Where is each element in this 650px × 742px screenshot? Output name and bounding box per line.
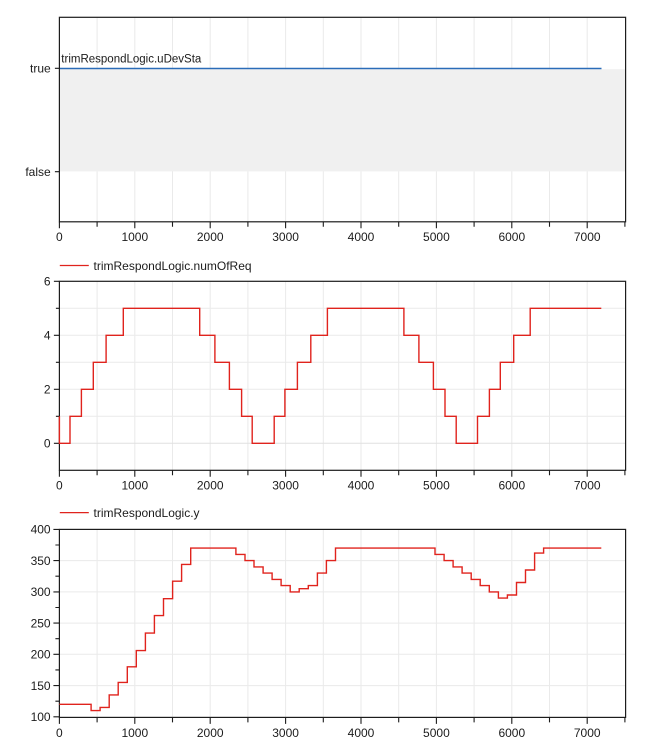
svg-text:6: 6 bbox=[44, 275, 51, 289]
svg-text:7000: 7000 bbox=[574, 726, 601, 740]
svg-text:250: 250 bbox=[31, 616, 51, 630]
svg-text:2000: 2000 bbox=[197, 230, 224, 244]
svg-text:400: 400 bbox=[31, 523, 51, 537]
svg-text:1000: 1000 bbox=[121, 726, 148, 740]
svg-text:100: 100 bbox=[31, 710, 51, 724]
svg-text:1000: 1000 bbox=[121, 230, 148, 244]
svg-text:2: 2 bbox=[44, 383, 51, 397]
svg-text:6000: 6000 bbox=[498, 726, 525, 740]
svg-text:300: 300 bbox=[31, 585, 51, 599]
svg-text:3000: 3000 bbox=[272, 478, 299, 492]
svg-text:true: true bbox=[30, 62, 51, 76]
svg-text:6000: 6000 bbox=[498, 478, 525, 492]
svg-text:5000: 5000 bbox=[423, 230, 450, 244]
svg-text:0: 0 bbox=[56, 478, 63, 492]
svg-text:trimRespondLogic.uDevSta: trimRespondLogic.uDevSta bbox=[61, 53, 202, 65]
svg-text:5000: 5000 bbox=[423, 478, 450, 492]
svg-text:0: 0 bbox=[44, 437, 51, 451]
svg-text:7000: 7000 bbox=[574, 478, 601, 492]
svg-text:2000: 2000 bbox=[197, 478, 224, 492]
svg-text:350: 350 bbox=[31, 554, 51, 568]
svg-text:150: 150 bbox=[31, 679, 51, 693]
svg-text:false: false bbox=[25, 165, 51, 179]
svg-text:trimRespondLogic.y: trimRespondLogic.y bbox=[94, 506, 200, 520]
svg-text:2000: 2000 bbox=[197, 726, 224, 740]
svg-text:200: 200 bbox=[31, 648, 51, 662]
svg-text:3000: 3000 bbox=[272, 230, 299, 244]
svg-text:1000: 1000 bbox=[121, 478, 148, 492]
svg-text:7000: 7000 bbox=[574, 230, 601, 244]
svg-text:0: 0 bbox=[56, 230, 63, 244]
svg-text:4000: 4000 bbox=[348, 726, 375, 740]
svg-text:4: 4 bbox=[44, 329, 51, 343]
svg-text:0: 0 bbox=[56, 726, 63, 740]
svg-text:3000: 3000 bbox=[272, 726, 299, 740]
svg-text:trimRespondLogic.numOfReq: trimRespondLogic.numOfReq bbox=[94, 259, 252, 273]
svg-text:6000: 6000 bbox=[498, 230, 525, 244]
svg-text:4000: 4000 bbox=[348, 230, 375, 244]
svg-text:5000: 5000 bbox=[423, 726, 450, 740]
svg-text:4000: 4000 bbox=[348, 478, 375, 492]
